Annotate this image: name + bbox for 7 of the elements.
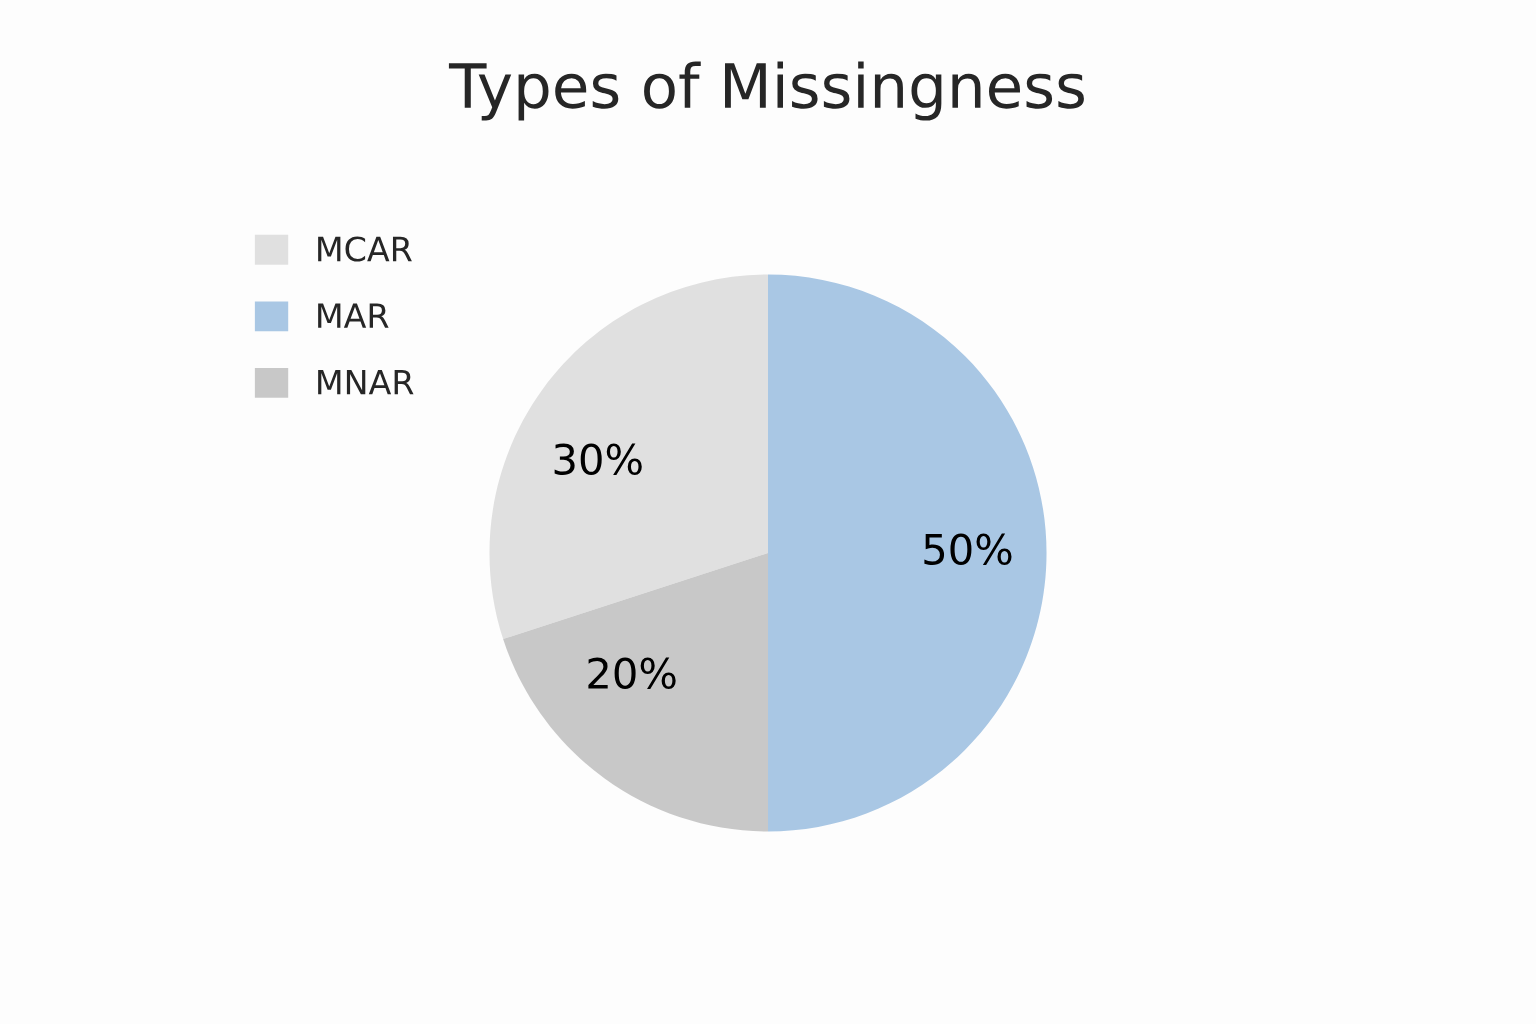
data-label: 20% <box>588 657 676 689</box>
chart-title: Types of Missingness <box>448 61 1084 121</box>
data-label: 50% <box>924 533 1012 566</box>
legend-label: MCAR <box>318 236 412 262</box>
legend-label: MAR <box>318 303 389 328</box>
legend-label: MNAR <box>318 370 414 395</box>
data-label: 30% <box>554 443 642 476</box>
